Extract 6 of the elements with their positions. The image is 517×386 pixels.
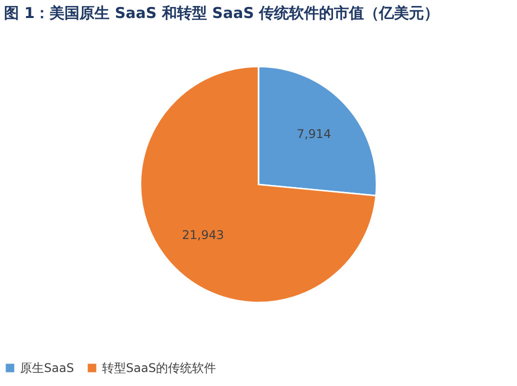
- data-label: 21,943: [182, 228, 224, 242]
- legend-label: 转型SaaS的传统软件: [102, 361, 216, 375]
- chart-title: 图 1：美国原生 SaaS 和转型 SaaS 传统软件的市值（亿美元）: [4, 4, 440, 22]
- legend-label: 原生SaaS: [20, 361, 74, 375]
- pie-slice: [140, 66, 377, 304]
- data-label: 7,914: [296, 127, 332, 142]
